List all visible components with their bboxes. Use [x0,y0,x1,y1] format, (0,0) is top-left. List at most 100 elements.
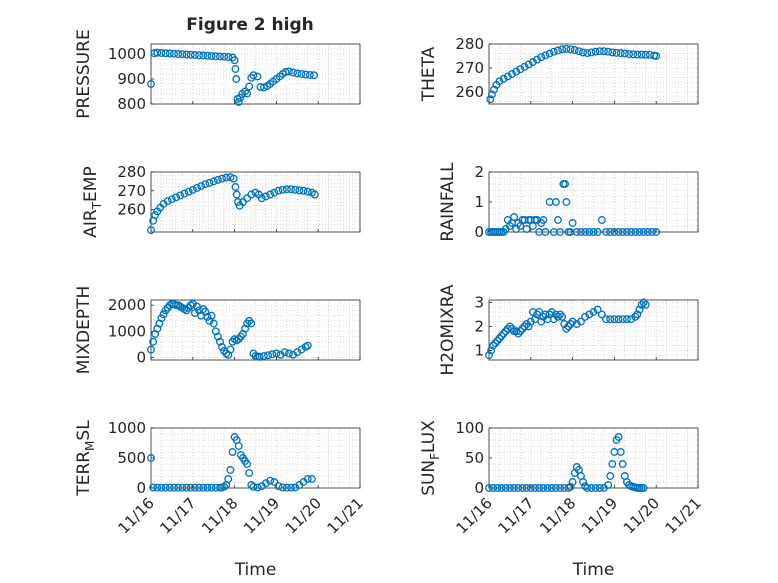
data-point [180,189,189,198]
data-point [620,49,629,58]
data-point [270,188,279,197]
data-point [558,45,567,54]
data-point [186,483,195,492]
data-point [199,483,208,492]
data-point [499,329,508,338]
data-point [147,454,155,462]
data-point [165,49,174,58]
data-point [639,298,648,307]
y-tick-label: 0 [136,479,146,497]
data-point [274,186,283,195]
data-point [585,310,594,319]
data-point [253,483,262,492]
data-point [207,52,216,60]
data-point [190,483,199,492]
y-axis-label: TERRMSL [74,420,97,497]
data-point [556,484,565,492]
data-point [614,433,623,441]
data-point [253,72,262,81]
data-point [182,483,191,492]
data-point [266,190,275,199]
y-axis-label: AIRTEMP [81,166,104,237]
data-point [541,51,550,60]
data-point [184,187,193,196]
data-point [627,315,636,324]
data-series [486,44,661,104]
y-tick-label: 1000 [108,419,146,437]
data-point [224,53,233,61]
subplot-h2omixra: 1 2 3 H2OMIXRA [438,284,699,376]
data-point [585,228,594,236]
axes-frame [150,171,361,233]
data-point [281,68,290,76]
data-point [222,173,231,182]
x-axis-label: Time [234,560,277,580]
data-point [493,336,502,345]
data-point [170,483,178,492]
data-point [228,448,237,456]
data-point [652,52,661,60]
data-point [493,484,502,492]
data-point [486,95,495,104]
y-tick-label: 280 [117,163,146,181]
data-point [149,483,158,492]
data-point [602,315,610,324]
data-point [528,58,537,66]
data-point [174,483,183,492]
data-point [195,51,204,60]
data-point [157,314,166,323]
data-point [249,71,258,80]
subplot-pressure: 800 900 1000 PRESSURE [74,29,361,119]
data-point [282,483,291,492]
axes-frame [488,299,699,361]
data-point [487,346,496,355]
data-point [203,483,212,492]
data-point [618,228,627,236]
data-point [566,482,575,491]
data-point [558,312,567,321]
data-point [549,315,558,324]
data-point [211,52,220,61]
data-point [583,484,592,492]
data-point [593,228,602,236]
data-point [297,70,306,78]
data-point [633,50,642,59]
data-point [639,228,648,236]
data-point [612,48,621,57]
data-point [247,319,256,328]
data-point [153,48,162,57]
data-point [167,195,176,204]
data-point [570,46,579,54]
data-point [524,60,533,69]
data-point [526,317,535,326]
data-point [220,482,229,491]
grid-lines [151,300,360,360]
grid-lines [489,300,698,360]
data-point [625,50,633,59]
data-point [190,51,199,59]
subplot-mixdepth: 0 1000 2000 MIXDEPTH [74,286,361,374]
data-point [579,48,587,57]
data-point [591,484,600,492]
data-point [514,484,523,492]
data-point [287,483,295,492]
y-tick-label: 0 [136,348,146,366]
data-point [293,69,302,78]
data-point [310,71,318,80]
data-point [195,483,204,492]
data-series [147,299,312,361]
data-point [497,484,506,492]
data-point [234,442,243,450]
data-point [566,45,575,54]
data-point [501,484,510,492]
data-point [282,185,291,194]
y-tick-label: 1 [474,193,484,211]
data-point [203,313,212,321]
data-point [514,329,523,338]
y-tick-label: 260 [117,201,146,219]
data-point [587,48,596,57]
axes-frame [488,43,699,105]
grid-lines [489,172,698,232]
data-point [268,350,277,359]
data-point [622,228,631,236]
